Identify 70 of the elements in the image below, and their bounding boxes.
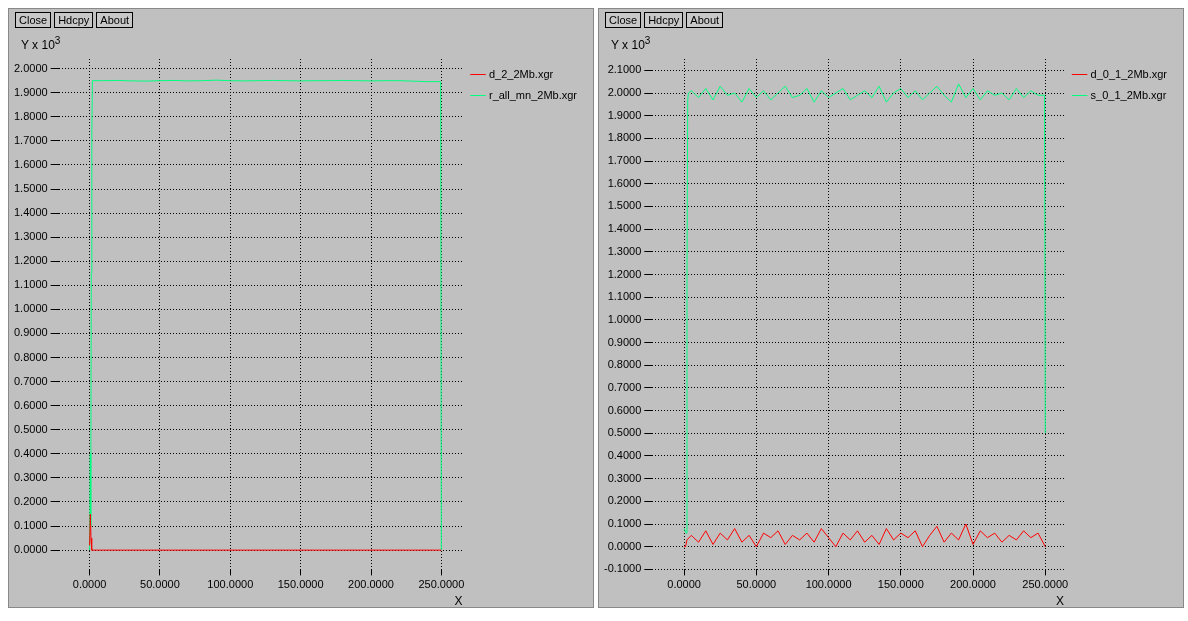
- y-tick-label: 0.3000: [607, 471, 642, 484]
- x-tick-label: 0.0000: [667, 578, 701, 591]
- y-tick-label: 1.3000: [13, 230, 48, 243]
- legend-label: d_2_2Mb.xgr: [488, 67, 554, 80]
- y-axis-title: Y x 10$^{3}$: [21, 35, 61, 52]
- text: Close: [15, 12, 52, 28]
- legend-label: d_0_1_2Mb.xgr: [1090, 67, 1168, 80]
- x-tick-label: 100.0000: [207, 578, 254, 591]
- text: Close: [605, 12, 642, 28]
- legend-label: s_0_1_2Mb.xgr: [1090, 88, 1167, 101]
- y-tick-label: 2.1000: [607, 63, 642, 76]
- y-tick-label: 0.7000: [13, 374, 48, 387]
- y-tick-label: 1.2000: [13, 254, 48, 267]
- x-tick-label: 0.0000: [72, 578, 107, 591]
- y-tick-label: 1.9000: [13, 85, 48, 98]
- y-tick-label: 0.5000: [13, 422, 48, 435]
- y-tick-label: 0.5000: [607, 426, 642, 439]
- x-tick-label: 50.0000: [140, 578, 180, 591]
- x-tick-label: 100.0000: [805, 578, 852, 591]
- y-tick-label: 0.0000: [13, 543, 48, 556]
- y-tick-label: 0.1000: [607, 517, 642, 530]
- y-tick-label: 0.9000: [13, 326, 48, 339]
- y-tick-label: 0.3000: [13, 470, 48, 483]
- y-axis-title: Y x 10$^{3}$: [611, 35, 651, 52]
- y-tick-label: 0.8000: [13, 350, 48, 363]
- x-tick-label: 50.0000: [736, 578, 777, 591]
- text: About: [686, 12, 724, 28]
- y-tick-label: 1.0000: [13, 302, 48, 315]
- y-tick-label: 1.6000: [13, 157, 48, 170]
- y-tick-label: 1.6000: [607, 176, 642, 189]
- x-tick-label: 200.0000: [348, 578, 394, 591]
- y-tick-label: 0.1000: [13, 519, 48, 532]
- y-tick-label: 1.8000: [607, 131, 642, 144]
- y-tick-label: -0.1000: [604, 562, 642, 575]
- text: About: [96, 12, 134, 28]
- y-tick-label: 1.7000: [13, 133, 48, 146]
- y-tick-label: 0.4000: [607, 449, 642, 462]
- y-tick-label: 1.1000: [13, 278, 48, 291]
- y-tick-label: 1.0000: [607, 312, 642, 325]
- y-tick-label: 0.2000: [607, 494, 642, 507]
- y-tick-label: 1.4000: [13, 206, 48, 219]
- y-tick-label: 0.9000: [607, 335, 642, 348]
- legend-label: r_all_mn_2Mb.xgr: [488, 88, 578, 101]
- y-tick-label: 1.1000: [607, 290, 642, 303]
- y-tick-label: 1.2000: [607, 267, 642, 280]
- y-tick-label: 0.0000: [607, 539, 642, 552]
- text: Hdcpy: [54, 12, 94, 28]
- text: Hdcpy: [644, 12, 684, 28]
- y-tick-label: 2.0000: [607, 86, 642, 99]
- y-tick-label: 0.6000: [607, 403, 642, 416]
- y-tick-label: 0.2000: [13, 495, 48, 508]
- y-tick-label: 1.5000: [13, 182, 48, 195]
- y-tick-label: 0.4000: [13, 446, 48, 459]
- x-tick-label: 250.0000: [1022, 578, 1069, 591]
- y-tick-label: 1.3000: [607, 244, 642, 257]
- x-axis-title: X: [454, 594, 463, 609]
- y-tick-label: 1.9000: [607, 108, 642, 121]
- y-tick-label: 1.5000: [607, 199, 642, 212]
- y-tick-label: 0.8000: [607, 358, 642, 371]
- y-tick-label: 1.4000: [607, 222, 642, 235]
- y-tick-label: 0.7000: [607, 380, 642, 393]
- y-tick-label: 0.6000: [13, 398, 48, 411]
- y-tick-label: 1.7000: [607, 154, 642, 167]
- y-tick-label: 2.0000: [13, 61, 48, 74]
- x-tick-label: 200.0000: [950, 578, 996, 591]
- x-tick-label: 250.0000: [418, 578, 465, 591]
- x-tick-label: 150.0000: [277, 578, 324, 591]
- x-axis-title: X: [1056, 594, 1065, 609]
- x-tick-label: 150.0000: [877, 578, 924, 591]
- y-tick-label: 1.8000: [13, 109, 48, 122]
